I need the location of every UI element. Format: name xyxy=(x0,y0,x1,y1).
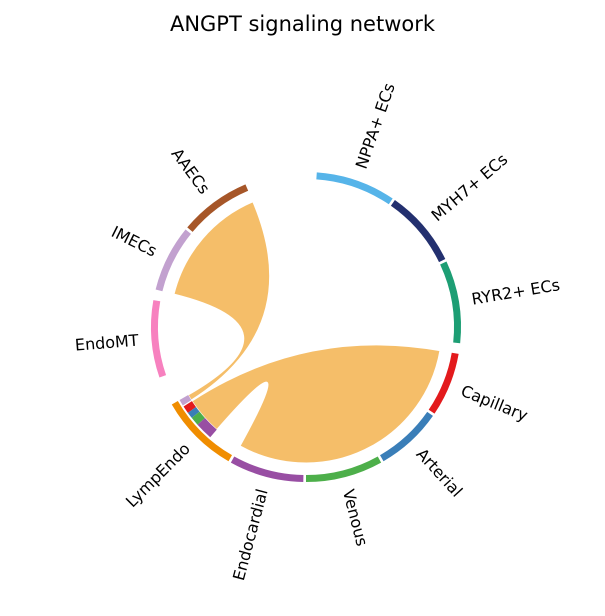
sender-segment-4 xyxy=(197,418,217,438)
label-imecs: IMECs xyxy=(108,222,160,260)
arc-arterial xyxy=(380,411,433,462)
arc-myh7-ecs xyxy=(390,200,446,263)
label-ryr2-ecs: RYR2+ ECs xyxy=(470,275,561,308)
arc-venous xyxy=(306,456,382,482)
label-capillary: Capillary xyxy=(458,381,530,425)
arc-imecs xyxy=(155,229,191,292)
chart-title: ANGPT signaling network xyxy=(169,12,436,36)
chord-link-0 xyxy=(173,201,271,401)
arc-capillary xyxy=(428,352,459,414)
chord-links xyxy=(173,201,441,464)
label-venous: Venous xyxy=(339,487,372,548)
arc-lympendo xyxy=(171,401,232,462)
sender-segment-0 xyxy=(179,395,192,406)
arc-ryr2-ecs xyxy=(440,261,461,344)
arc-aaecs xyxy=(187,184,249,232)
group-labels: NPPA+ ECs MYH7+ ECs RYR2+ ECs Capillary Arte… xyxy=(74,81,561,583)
arc-endocardial xyxy=(230,456,304,482)
label-endomt: EndoMT xyxy=(74,331,139,355)
label-endocardial: Endocardial xyxy=(229,487,272,583)
sender-segment-2 xyxy=(187,406,200,418)
label-myh7-ecs: MYH7+ ECs xyxy=(428,150,512,225)
label-lympendo: LympEndo xyxy=(122,439,194,511)
sender-segment-1 xyxy=(183,401,196,413)
group-arcs xyxy=(150,172,461,482)
sender-segment-3 xyxy=(191,411,205,425)
chord-link-1 xyxy=(191,344,441,464)
arc-endomt xyxy=(150,300,167,378)
label-nppa-ecs: NPPA+ ECs xyxy=(352,81,399,172)
label-aaecs: AAECs xyxy=(168,145,214,198)
label-arterial: Arterial xyxy=(412,444,466,500)
arc-nppa-ecs xyxy=(316,172,393,205)
